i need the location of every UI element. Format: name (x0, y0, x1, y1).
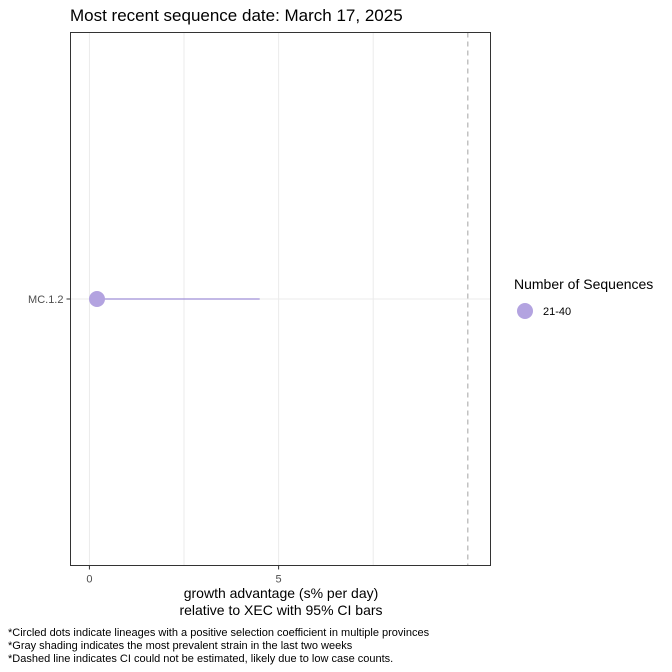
y-tick-label: MC.1.2 (28, 294, 63, 306)
legend: Number of Sequences 21-40 (514, 276, 653, 319)
marks-layer (88, 32, 469, 566)
legend-title: Number of Sequences (514, 276, 653, 292)
footnote-circled-dots: *Circled dots indicate lineages with a p… (8, 627, 430, 639)
x-axis-title-line2: relative to XEC with 95% CI bars (179, 602, 382, 618)
point-MC.1.2 (88, 291, 105, 307)
chart-title: Most recent sequence date: March 17, 202… (70, 6, 403, 25)
legend-label-21-40: 21-40 (543, 306, 571, 318)
x-tick-label: 0 (86, 574, 92, 586)
legend-swatch-21-40 (517, 303, 533, 319)
footnote-gray-shading: *Gray shading indicates the most prevale… (8, 640, 353, 652)
footnote-dashed-line: *Dashed line indicates CI could not be e… (8, 653, 393, 665)
x-axis-title-line1: growth advantage (s% per day) (184, 585, 379, 601)
x-tick-label: 5 (276, 574, 282, 586)
y-axis: MC.1.2 (28, 294, 71, 306)
